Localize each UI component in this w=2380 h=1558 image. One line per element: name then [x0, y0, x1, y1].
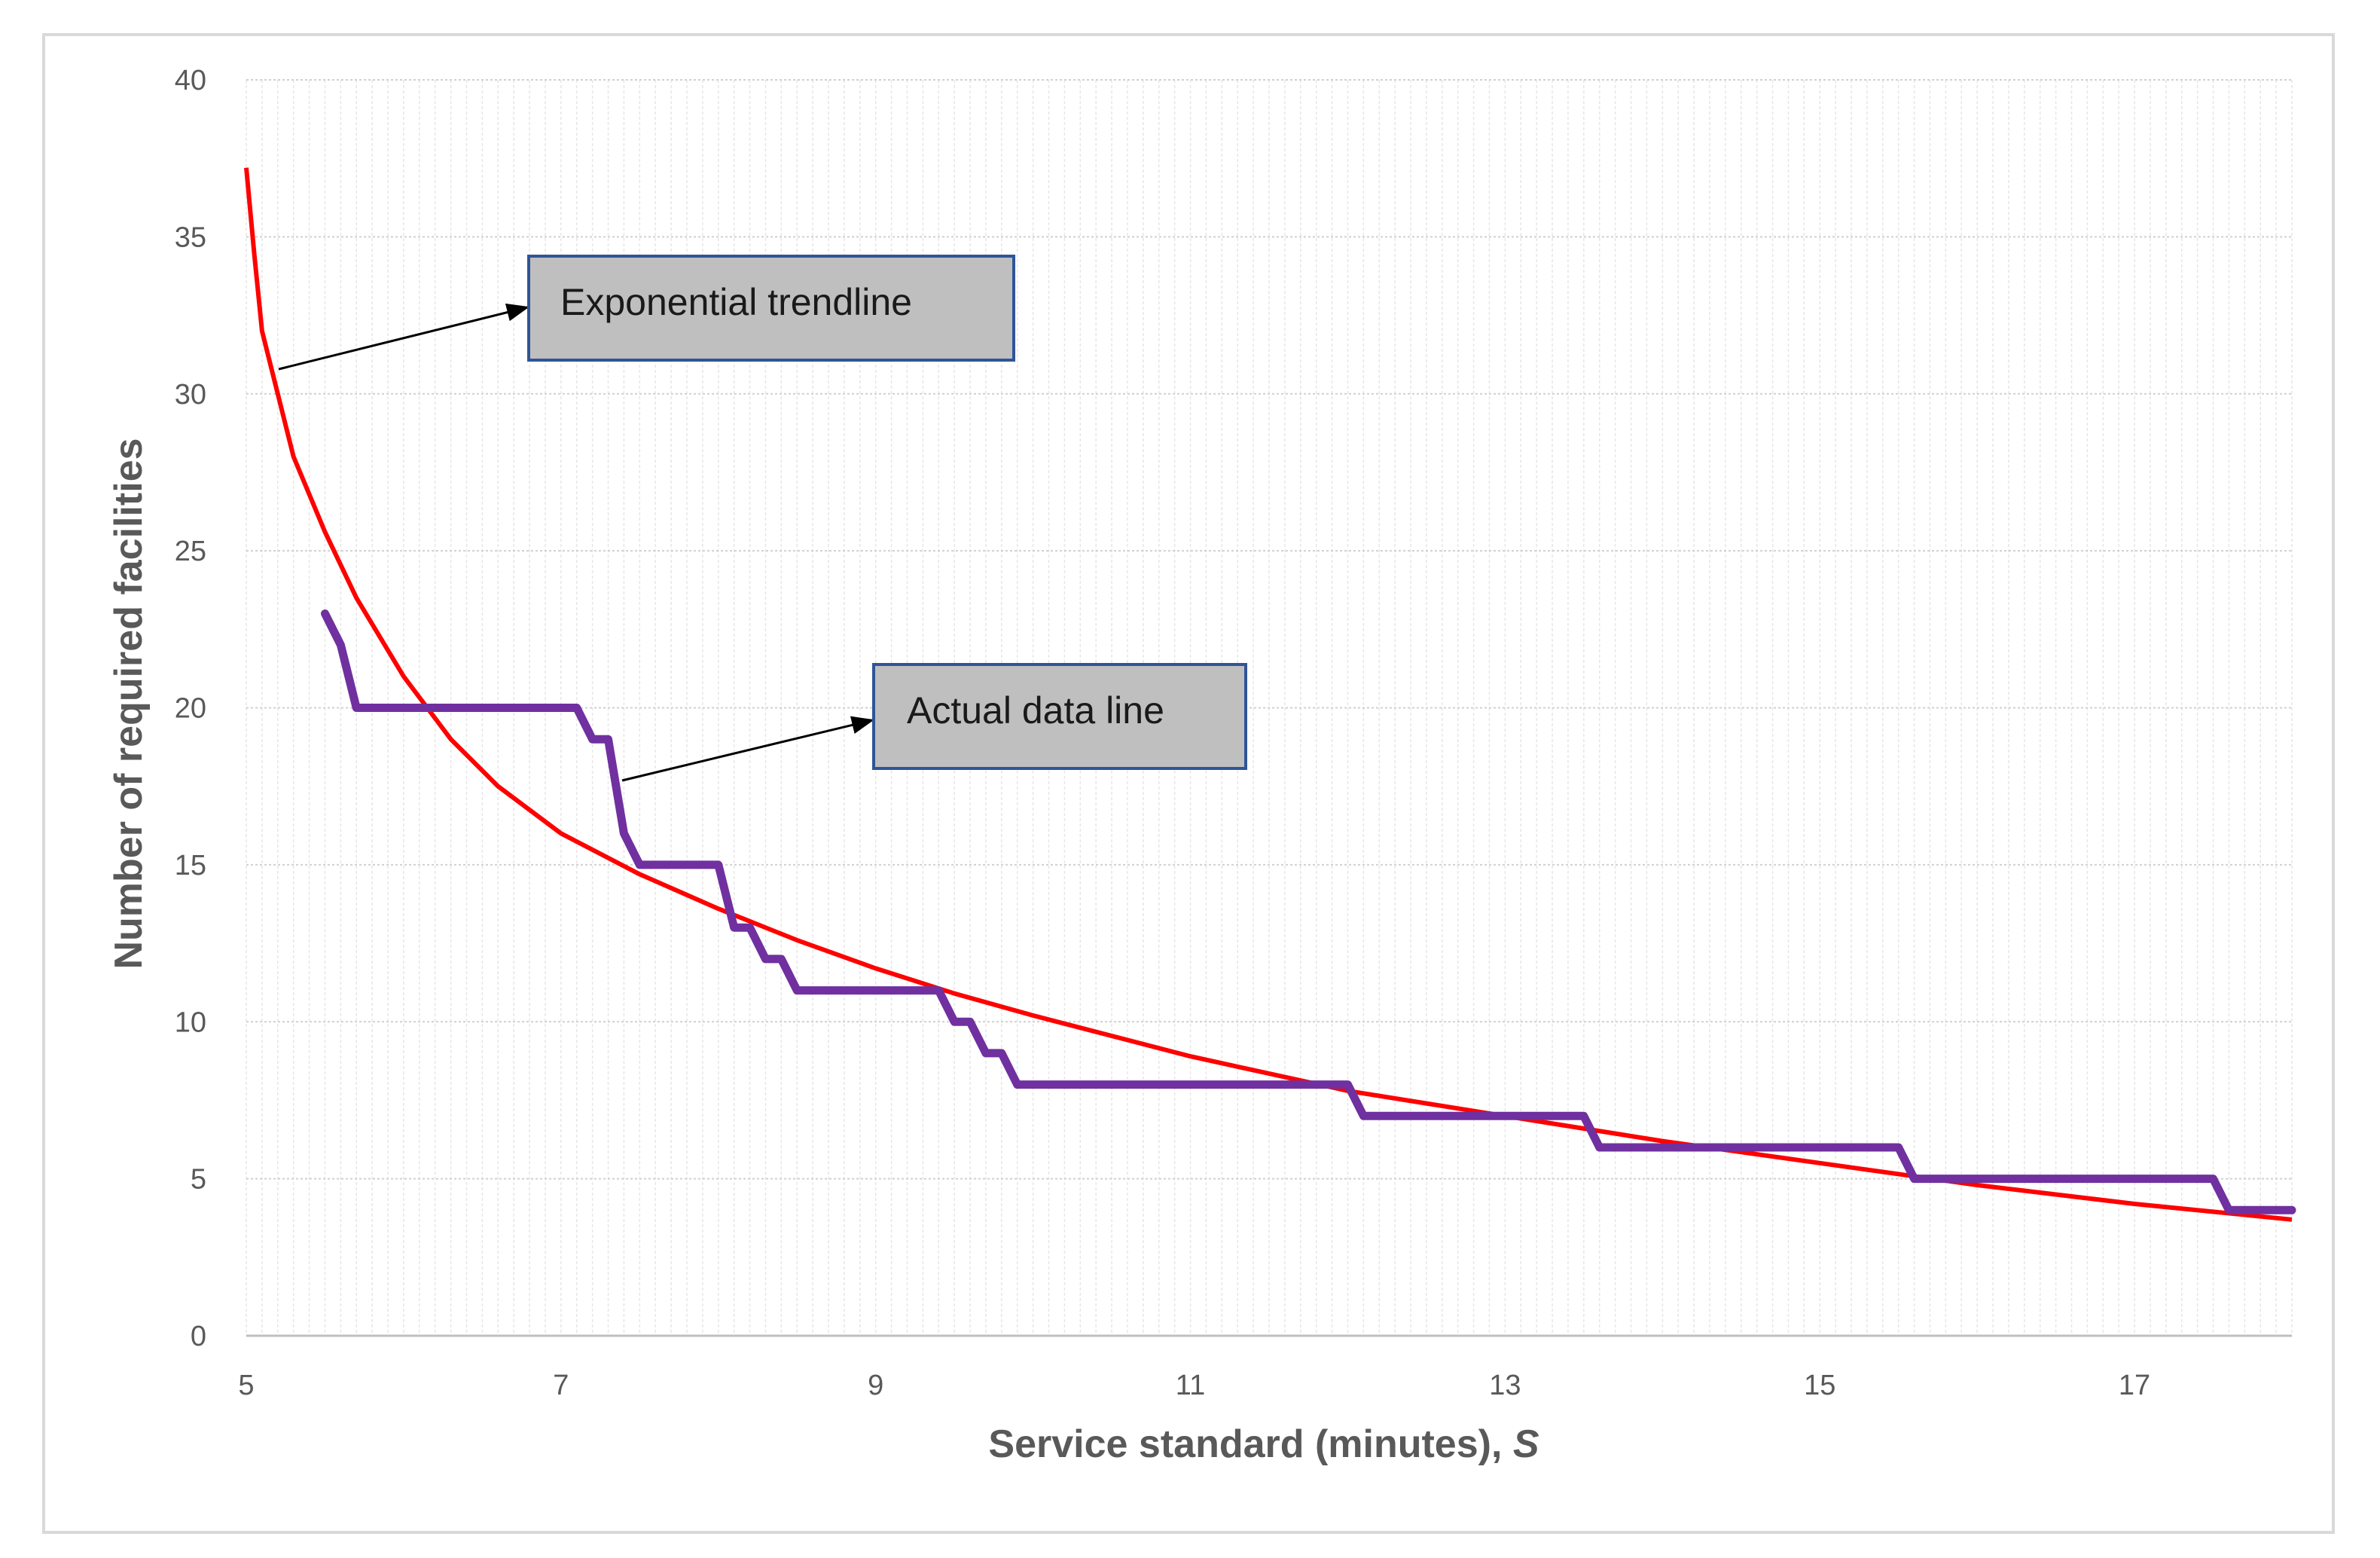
y-axis-title: Number of required facilities: [107, 438, 151, 969]
x-tick-label: 5: [238, 1370, 254, 1401]
y-tick-label: 35: [175, 221, 206, 253]
actual-callout-label: Actual data line: [907, 689, 1164, 732]
actual-callout-arrow: [621, 716, 874, 782]
x-tick-label: 17: [2119, 1370, 2150, 1401]
y-tick-label: 10: [175, 1007, 206, 1038]
exponential-trendline: [244, 167, 2293, 1222]
trend-callout-arrow: [278, 303, 529, 371]
actual-data-line: [321, 609, 2296, 1214]
x-tick-label: 9: [868, 1370, 883, 1401]
y-tick-label: 0: [191, 1321, 206, 1352]
x-axis-title-variable: S: [1513, 1422, 1539, 1466]
y-tick-label: 30: [175, 379, 206, 411]
actual-callout-box: [872, 663, 1247, 770]
chart-border: [42, 33, 2335, 1534]
x-tick-label: 15: [1804, 1370, 1835, 1401]
trend-callout-label: Exponential trendline: [560, 281, 912, 323]
x-tick-labels: 5 7 9 11 13 15 17: [238, 1370, 2150, 1401]
x-axis-title: Service standard (minutes), S: [988, 1422, 1539, 1466]
y-tick-label: 5: [191, 1164, 206, 1196]
x-tick-label: 11: [1176, 1370, 1205, 1401]
trend-callout-box: [527, 255, 1015, 362]
x-tick-label: 7: [553, 1370, 569, 1401]
x-tick-label: 13: [1489, 1370, 1521, 1401]
y-tick-label: 20: [175, 693, 206, 725]
x-axis-title-text: Service standard (minutes),: [988, 1422, 1512, 1466]
y-tick-label: 15: [175, 850, 206, 881]
y-tick-label: 40: [175, 65, 206, 96]
y-tick-label: 25: [175, 536, 206, 567]
y-tick-labels: 0 5 10 15 20 25 30 35 40: [175, 65, 206, 1352]
